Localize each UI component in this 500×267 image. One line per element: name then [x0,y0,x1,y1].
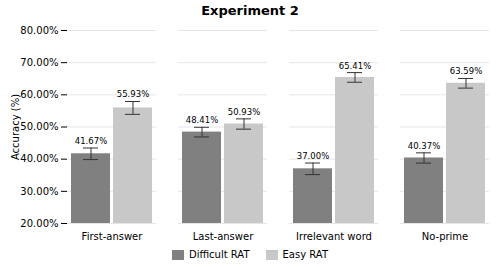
svg-text:60.00%: 60.00% [20,89,58,100]
svg-text:65.41%: 65.41% [339,61,371,71]
svg-text:50.00%: 50.00% [20,121,58,132]
svg-text:40.37%: 40.37% [408,141,440,151]
svg-text:Last-answer: Last-answer [193,231,254,242]
svg-text:No-prime: No-prime [422,231,469,242]
svg-text:20.00%: 20.00% [20,218,58,229]
svg-text:Irrelevant word: Irrelevant word [296,231,372,242]
html-text:Easy RAT: Easy RAT [282,248,328,260]
svg-text:50.93%: 50.93% [228,107,260,117]
svg-text:55.93%: 55.93% [117,89,149,99]
html-text:Difficult RAT: Difficult RAT [189,248,250,260]
svg-text:Accuracy (%): Accuracy (%) [10,94,21,160]
svg-text:41.67%: 41.67% [75,136,107,146]
svg-text:48.41%: 48.41% [186,115,218,125]
svg-text:First-answer: First-answer [82,231,144,242]
svg-text:63.59%: 63.59% [450,66,482,76]
html-text:Experiment 2: Experiment 2 [201,3,299,18]
svg-text:70.00%: 70.00% [20,57,58,68]
svg-text:40.00%: 40.00% [20,153,58,164]
svg-text:30.00%: 30.00% [20,186,58,197]
svg-text:37.00%: 37.00% [297,151,329,161]
svg-text:80.00%: 80.00% [20,25,58,36]
